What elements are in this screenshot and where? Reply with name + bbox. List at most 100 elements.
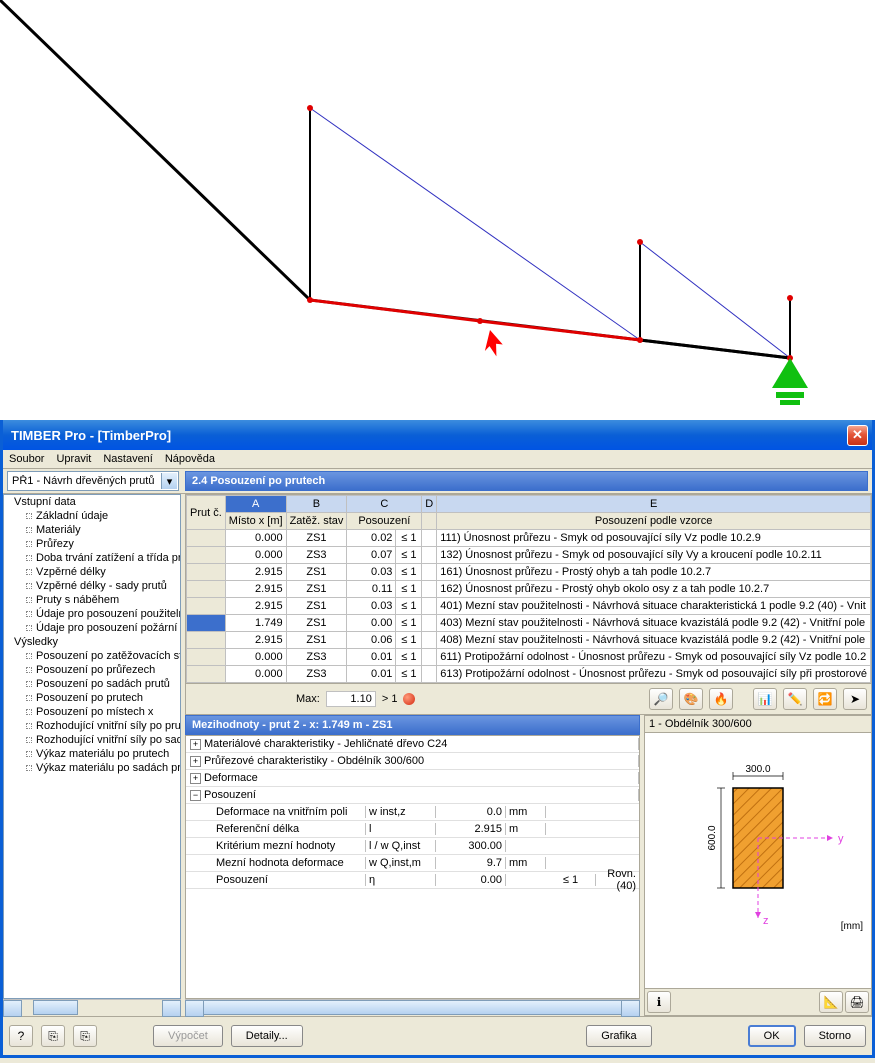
menu-nastaveni[interactable]: Nastavení	[103, 453, 153, 465]
svg-text:600.0: 600.0	[707, 825, 718, 850]
tree-header-results[interactable]: Výsledky	[4, 635, 180, 649]
col-podle: Posouzení podle vzorce	[437, 513, 871, 530]
max-check: > 1	[382, 693, 398, 705]
titlebar: TIMBER Pro - [TimberPro] ✕	[3, 420, 872, 450]
vypocet-button[interactable]: Výpočet	[153, 1025, 223, 1047]
export-icon[interactable]: ⎘	[41, 1025, 65, 1047]
sync-icon[interactable]: 🔁	[813, 688, 837, 710]
fail-icon	[403, 693, 415, 705]
table-row[interactable]: 2.915ZS1 0.03≤ 1 161) Únosnost průřezu -…	[187, 564, 871, 581]
menu-napoveda[interactable]: Nápověda	[165, 453, 215, 465]
col-letter-d[interactable]: D	[422, 496, 437, 513]
mezi-grid[interactable]: +Materiálové charakteristiky - Jehličnat…	[185, 735, 640, 999]
structural-viewport[interactable]	[0, 0, 875, 420]
svg-text:z: z	[763, 915, 769, 927]
tree-item[interactable]: Vzpěrné délky	[4, 565, 180, 579]
tree-item[interactable]: Základní údaje	[4, 509, 180, 523]
case-combo-value: PŘ1 - Návrh dřevěných prutů	[12, 475, 154, 487]
col-letter-b[interactable]: B	[286, 496, 347, 513]
tree-item[interactable]: Údaje pro posouzení použitelno	[4, 607, 180, 621]
svg-text:300.0: 300.0	[745, 764, 770, 775]
svg-text:y: y	[838, 833, 844, 845]
pick-icon[interactable]: ➤	[843, 688, 867, 710]
button-bar: ? ⎘ ⎘ Výpočet Detaily... Grafika OK Stor…	[3, 1016, 872, 1055]
close-button[interactable]: ✕	[847, 425, 868, 446]
window-title: TIMBER Pro - [TimberPro]	[7, 428, 847, 443]
detail-row[interactable]: Kritérium mezní hodnoty l / w Q,inst 300…	[186, 838, 639, 855]
section-canvas[interactable]: 300.0 600.0 y z [mm]	[645, 733, 871, 988]
detaily-button[interactable]: Detaily...	[231, 1025, 303, 1047]
relation-icon[interactable]: 📊	[753, 688, 777, 710]
col-misto: Místo x [m]	[225, 513, 286, 530]
menu-soubor[interactable]: Soubor	[9, 453, 44, 465]
col-letter-c[interactable]: C	[347, 496, 422, 513]
table-row[interactable]: 0.000ZS3 0.07≤ 1 132) Únosnost průřezu -…	[187, 547, 871, 564]
tree-item[interactable]: Posouzení po průřezech	[4, 663, 180, 677]
detail-row[interactable]: Deformace na vnitřním poli w inst,z 0.0 …	[186, 804, 639, 821]
col-letter-e[interactable]: E	[437, 496, 871, 513]
max-bar: Max: 1.10 > 1 🔎 🎨 🔥 📊 ✏️ 🔁 ➤	[185, 684, 872, 715]
app-window: TIMBER Pro - [TimberPro] ✕ Soubor Upravi…	[0, 420, 875, 1058]
help-button[interactable]: ?	[9, 1025, 33, 1047]
section-panel: 1 - Obdélník 300/600 300.0600.0 y z [mm]…	[644, 715, 872, 1016]
tree-item[interactable]: Posouzení po zatěžovacích sta	[4, 649, 180, 663]
tree-item[interactable]: Posouzení po místech x	[4, 705, 180, 719]
table-title: 2.4 Posouzení po prutech	[192, 475, 325, 487]
table-section-header: 2.4 Posouzení po prutech	[185, 471, 868, 491]
stress-icon[interactable]: 🖨	[845, 991, 869, 1013]
table-row[interactable]: 0.000ZS1 0.02≤ 1 111) Únosnost průřezu -…	[187, 530, 871, 547]
tree-item[interactable]: Výkaz materiálu po sadách prut	[4, 761, 180, 775]
table-row[interactable]: 2.915ZS1 0.06≤ 1 408) Mezní stav použite…	[187, 632, 871, 649]
max-value: 1.10	[326, 691, 376, 707]
col-d	[422, 513, 437, 530]
navigator-tree[interactable]: Vstupní data Základní údajeMateriályPrůř…	[3, 494, 181, 999]
tree-item[interactable]: Rozhodující vnitřní síly po prute	[4, 719, 180, 733]
col-prut: Prut č.	[187, 496, 226, 530]
tree-header-input[interactable]: Vstupní data	[4, 495, 180, 509]
results-grid[interactable]: Prut č. A B C D E Místo x [m] Zatěž. sta…	[185, 494, 872, 684]
color-icon[interactable]: 🎨	[679, 688, 703, 710]
tree-item[interactable]: Posouzení po sadách prutů	[4, 677, 180, 691]
detail-row[interactable]: −Posouzení	[186, 787, 639, 804]
tree-hscroll[interactable]	[3, 999, 181, 1016]
tree-item[interactable]: Rozhodující vnitřní síly po sadá	[4, 733, 180, 747]
svg-text:[mm]: [mm]	[841, 921, 863, 932]
ok-button[interactable]: OK	[748, 1025, 796, 1047]
menubar: Soubor Upravit Nastavení Nápověda	[3, 450, 872, 469]
fire-icon[interactable]: 🔥	[709, 688, 733, 710]
max-label: Max:	[296, 693, 320, 705]
table-row[interactable]: 1.749ZS1 0.00≤ 1 403) Mezní stav použite…	[187, 615, 871, 632]
detail-row[interactable]: +Materiálové charakteristiky - Jehličnat…	[186, 736, 639, 753]
tree-item[interactable]: Průřezy	[4, 537, 180, 551]
tree-item[interactable]: Doba trvání zatížení a třída pro	[4, 551, 180, 565]
info-icon[interactable]: ℹ	[647, 991, 671, 1013]
table-row[interactable]: 0.000ZS3 0.01≤ 1 611) Protipožární odoln…	[187, 649, 871, 666]
detail-row[interactable]: Posouzení η 0.00 ≤ 1 Rovn. (40)	[186, 872, 639, 889]
tree-item[interactable]: Pruty s náběhem	[4, 593, 180, 607]
export2-icon[interactable]: ⎘	[73, 1025, 97, 1047]
tree-item[interactable]: Výkaz materiálu po prutech	[4, 747, 180, 761]
col-zatez: Zatěž. stav	[286, 513, 347, 530]
tree-item[interactable]: Posouzení po prutech	[4, 691, 180, 705]
table-row[interactable]: 2.915ZS1 0.11≤ 1 162) Únosnost průřezu -…	[187, 581, 871, 598]
tree-item[interactable]: Údaje pro posouzení požární od	[4, 621, 180, 635]
mezi-header: Mezihodnoty - prut 2 - x: 1.749 m - ZS1	[185, 715, 640, 735]
table-row[interactable]: 0.000ZS3 0.01≤ 1 613) Protipožární odoln…	[187, 666, 871, 683]
tree-item[interactable]: Vzpěrné délky - sady prutů	[4, 579, 180, 593]
table-row[interactable]: 2.915ZS1 0.03≤ 1 401) Mezní stav použite…	[187, 598, 871, 615]
mezi-hscroll[interactable]	[185, 999, 640, 1016]
col-posouzeni: Posouzení	[347, 513, 422, 530]
values-icon[interactable]: 📐	[819, 991, 843, 1013]
storno-button[interactable]: Storno	[804, 1025, 866, 1047]
detail-row[interactable]: Mezní hodnota deformace w Q,inst,m 9.7 m…	[186, 855, 639, 872]
member-icon[interactable]: ✏️	[783, 688, 807, 710]
case-combo[interactable]: PŘ1 - Návrh dřevěných prutů ▾	[7, 471, 179, 491]
filter-icon[interactable]: 🔎	[649, 688, 673, 710]
col-letter-a[interactable]: A	[225, 496, 286, 513]
tree-item[interactable]: Materiály	[4, 523, 180, 537]
detail-row[interactable]: +Průřezové charakteristiky - Obdélník 30…	[186, 753, 639, 770]
detail-row[interactable]: Referenční délka l 2.915 m	[186, 821, 639, 838]
detail-row[interactable]: +Deformace	[186, 770, 639, 787]
grafika-button[interactable]: Grafika	[586, 1025, 651, 1047]
menu-upravit[interactable]: Upravit	[56, 453, 91, 465]
